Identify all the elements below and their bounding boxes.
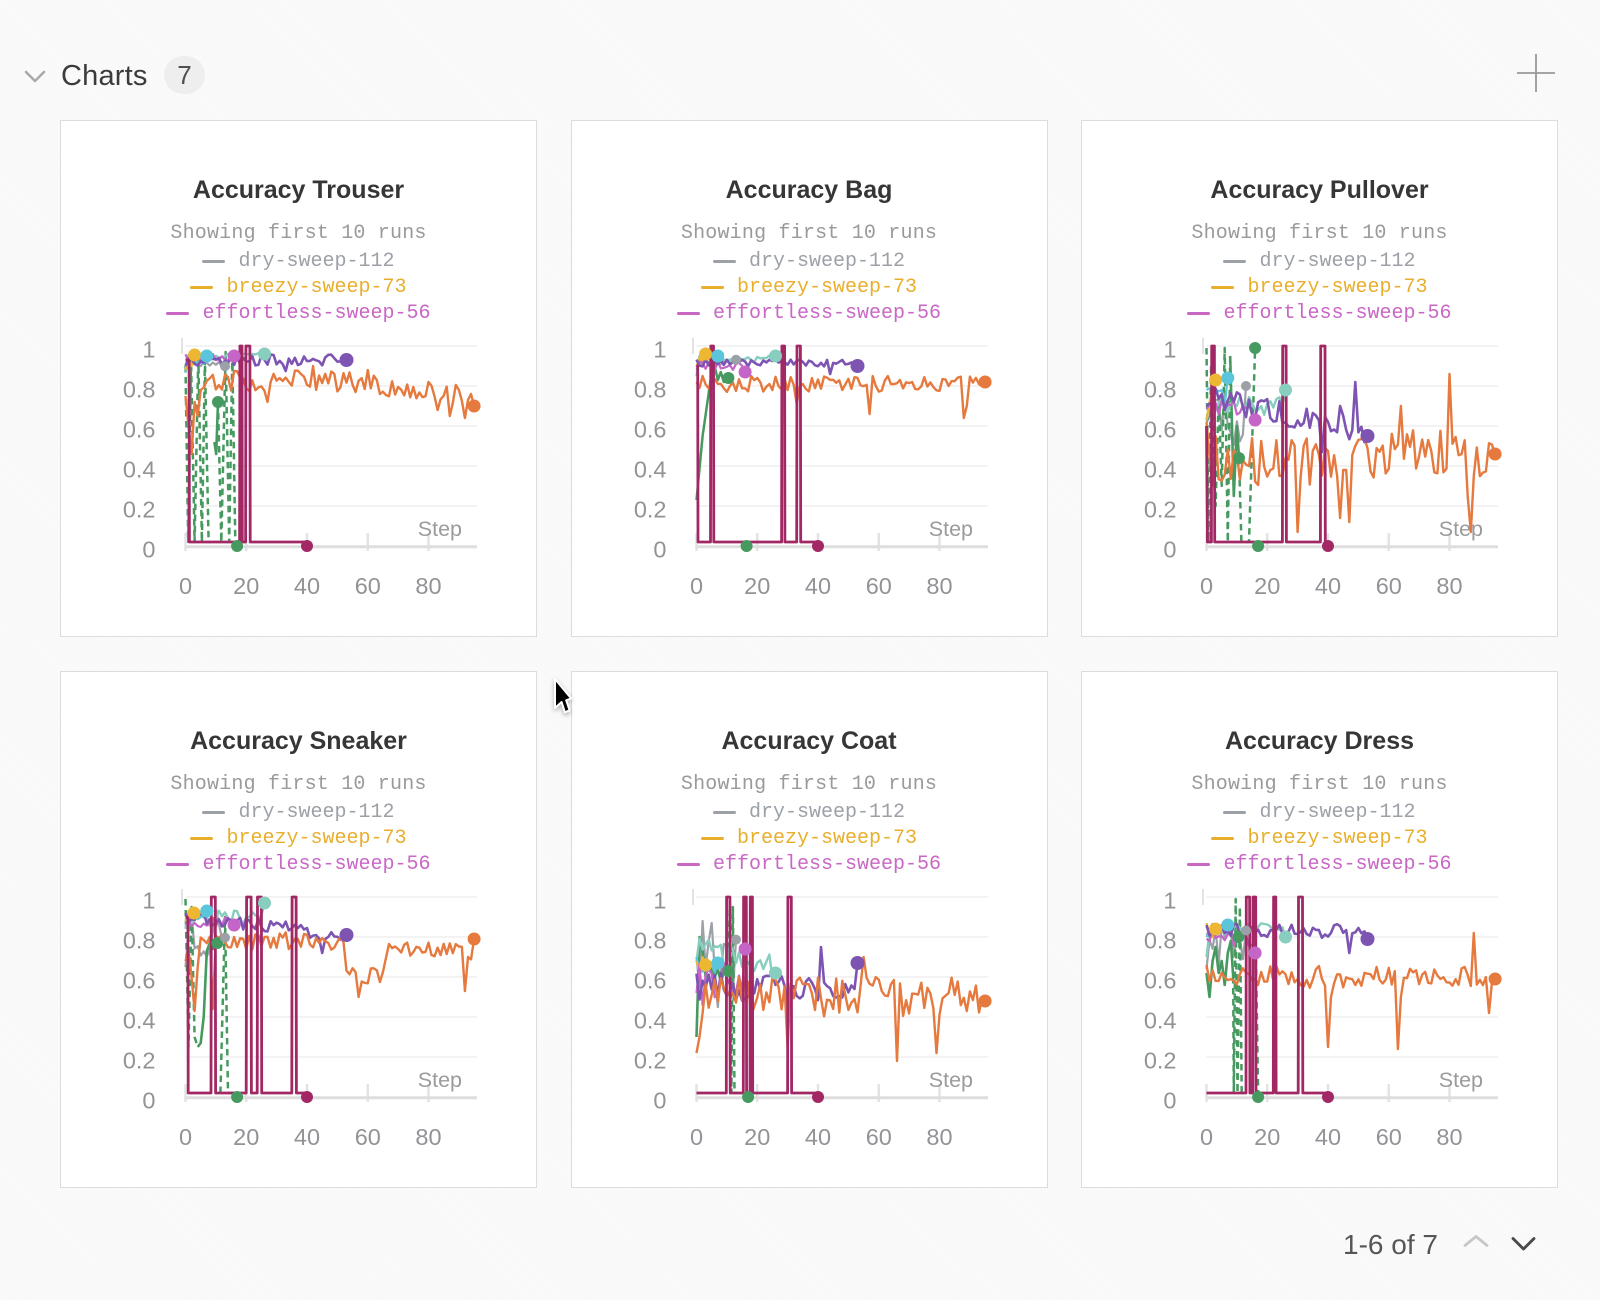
svg-text:0.6: 0.6 <box>123 417 156 443</box>
svg-text:0.2: 0.2 <box>123 1048 156 1074</box>
svg-text:0.2: 0.2 <box>633 497 666 523</box>
svg-text:0.4: 0.4 <box>1144 1008 1177 1034</box>
svg-text:0: 0 <box>653 537 666 563</box>
svg-text:0: 0 <box>1163 537 1176 563</box>
svg-text:0.6: 0.6 <box>1144 968 1177 994</box>
svg-text:0: 0 <box>689 573 702 599</box>
svg-text:0.8: 0.8 <box>1144 928 1177 954</box>
svg-text:1: 1 <box>653 888 666 914</box>
svg-text:1: 1 <box>142 337 155 363</box>
svg-text:40: 40 <box>294 573 320 599</box>
svg-text:60: 60 <box>355 1124 381 1150</box>
svg-text:0.2: 0.2 <box>1144 497 1177 523</box>
svg-text:20: 20 <box>744 573 770 599</box>
svg-text:0: 0 <box>689 1124 702 1150</box>
svg-text:0.2: 0.2 <box>123 497 156 523</box>
svg-text:40: 40 <box>1315 573 1341 599</box>
svg-text:80: 80 <box>926 573 952 599</box>
svg-text:0.2: 0.2 <box>1144 1048 1177 1074</box>
svg-text:0.4: 0.4 <box>633 457 666 483</box>
svg-text:60: 60 <box>1376 573 1402 599</box>
svg-text:60: 60 <box>865 1124 891 1150</box>
svg-text:20: 20 <box>233 573 259 599</box>
svg-text:0: 0 <box>1200 1124 1213 1150</box>
svg-text:0.4: 0.4 <box>123 457 156 483</box>
svg-text:Step: Step <box>1439 517 1483 541</box>
svg-text:0: 0 <box>179 1124 192 1150</box>
svg-text:0.6: 0.6 <box>633 968 666 994</box>
svg-text:60: 60 <box>1376 1124 1402 1150</box>
svg-text:80: 80 <box>1436 1124 1462 1150</box>
svg-text:0: 0 <box>142 537 155 563</box>
svg-text:0.8: 0.8 <box>123 928 156 954</box>
svg-text:Step: Step <box>928 517 972 541</box>
svg-text:20: 20 <box>1254 1124 1280 1150</box>
svg-text:Step: Step <box>1439 1068 1483 1092</box>
svg-text:0.4: 0.4 <box>123 1008 156 1034</box>
svg-text:80: 80 <box>415 1124 441 1150</box>
svg-text:0.8: 0.8 <box>633 377 666 403</box>
svg-text:Step: Step <box>418 1068 462 1092</box>
svg-text:0: 0 <box>179 573 192 599</box>
svg-text:40: 40 <box>1315 1124 1341 1150</box>
svg-text:0.6: 0.6 <box>123 968 156 994</box>
svg-text:0.8: 0.8 <box>1144 377 1177 403</box>
svg-text:0.2: 0.2 <box>633 1048 666 1074</box>
svg-text:1: 1 <box>142 888 155 914</box>
svg-text:80: 80 <box>926 1124 952 1150</box>
svg-text:60: 60 <box>355 573 381 599</box>
svg-text:0.4: 0.4 <box>633 1008 666 1034</box>
svg-text:0.6: 0.6 <box>633 417 666 443</box>
svg-text:1: 1 <box>653 337 666 363</box>
svg-text:20: 20 <box>233 1124 259 1150</box>
svg-text:40: 40 <box>294 1124 320 1150</box>
svg-text:1: 1 <box>1163 888 1176 914</box>
svg-text:0.8: 0.8 <box>123 377 156 403</box>
svg-text:0.4: 0.4 <box>1144 457 1177 483</box>
svg-text:0.6: 0.6 <box>1144 417 1177 443</box>
svg-text:40: 40 <box>804 573 830 599</box>
svg-text:80: 80 <box>1436 573 1462 599</box>
svg-text:0: 0 <box>1200 573 1213 599</box>
svg-text:Step: Step <box>928 1068 972 1092</box>
svg-text:40: 40 <box>804 1124 830 1150</box>
svg-text:20: 20 <box>744 1124 770 1150</box>
svg-text:0: 0 <box>142 1088 155 1114</box>
svg-text:0: 0 <box>653 1088 666 1114</box>
svg-text:60: 60 <box>865 573 891 599</box>
svg-text:Step: Step <box>418 517 462 541</box>
svg-text:0.8: 0.8 <box>633 928 666 954</box>
svg-text:1: 1 <box>1163 337 1176 363</box>
svg-text:80: 80 <box>415 573 441 599</box>
svg-text:20: 20 <box>1254 573 1280 599</box>
svg-text:0: 0 <box>1163 1088 1176 1114</box>
